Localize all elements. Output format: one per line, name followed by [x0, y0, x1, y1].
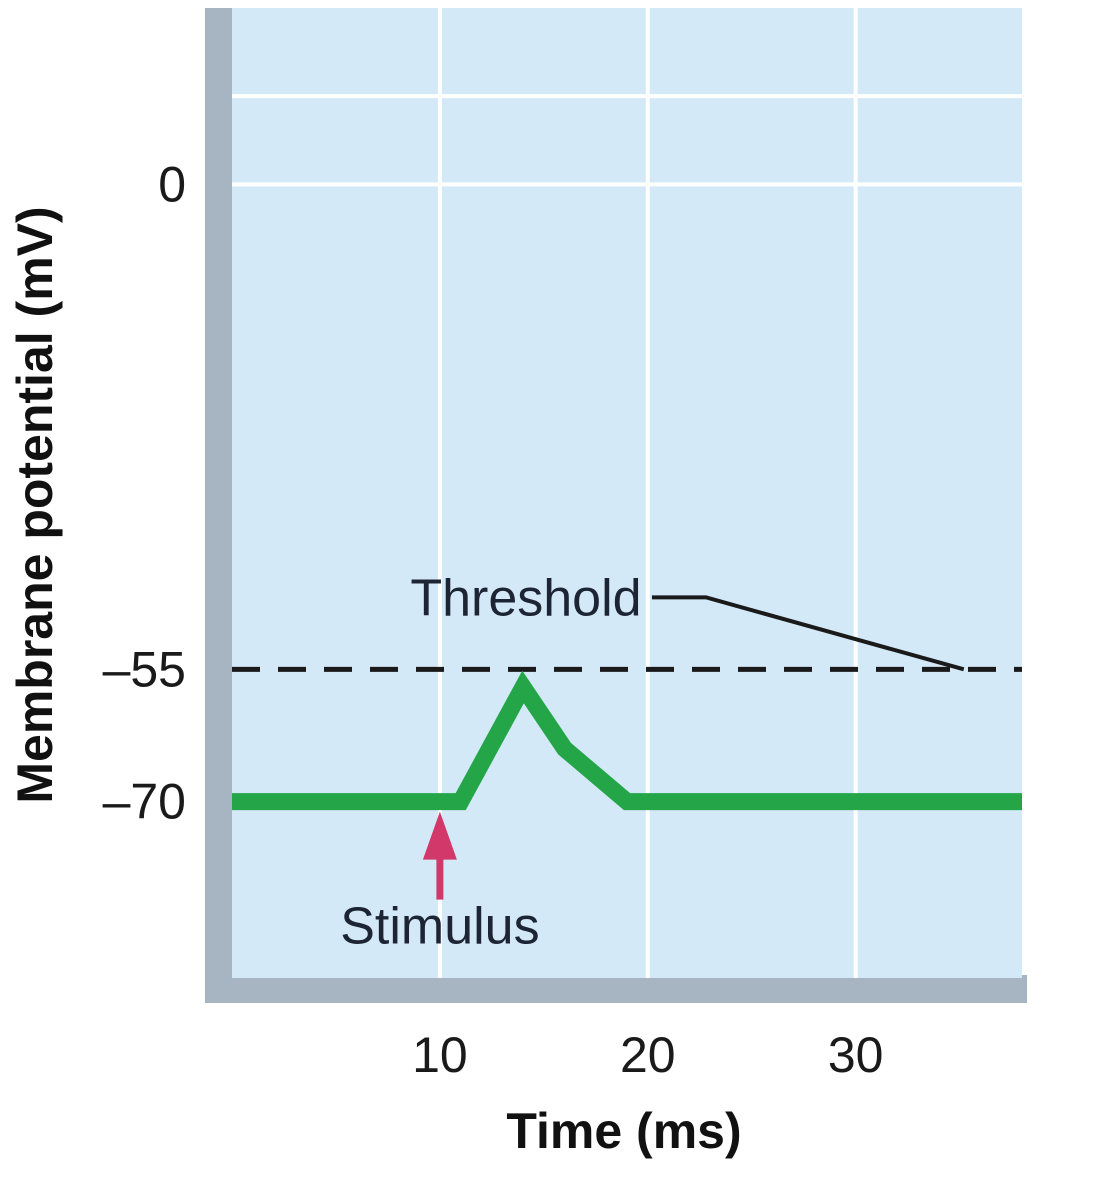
threshold-group: Threshold [232, 569, 1022, 672]
x-axis-title: Time (ms) [506, 1103, 741, 1159]
stimulus-arrow-head [422, 811, 457, 860]
y-axis-title: Membrane potential (mV) [7, 206, 63, 803]
series-line [232, 670, 1022, 811]
x-tick-label: 10 [412, 1027, 468, 1083]
y-tick-label: –55 [103, 641, 186, 697]
plot-frame-left [205, 8, 237, 1003]
y-tick-label: –70 [103, 774, 186, 830]
x-tick-labels: 10 20 30 [412, 1027, 883, 1083]
x-tick-label: 20 [620, 1027, 676, 1083]
x-tick-label: 30 [828, 1027, 884, 1083]
stimulus-group: Stimulus [340, 811, 540, 956]
stimulus-label: Stimulus [340, 898, 539, 956]
threshold-leader [651, 595, 965, 672]
threshold-label: Threshold [410, 569, 641, 627]
y-tick-labels: 0 –55 –70 [103, 156, 186, 829]
plot-background [232, 8, 1022, 978]
series-group [232, 670, 1022, 811]
y-tick-label: 0 [158, 156, 186, 212]
plot-frame-bottom [205, 975, 1027, 1003]
